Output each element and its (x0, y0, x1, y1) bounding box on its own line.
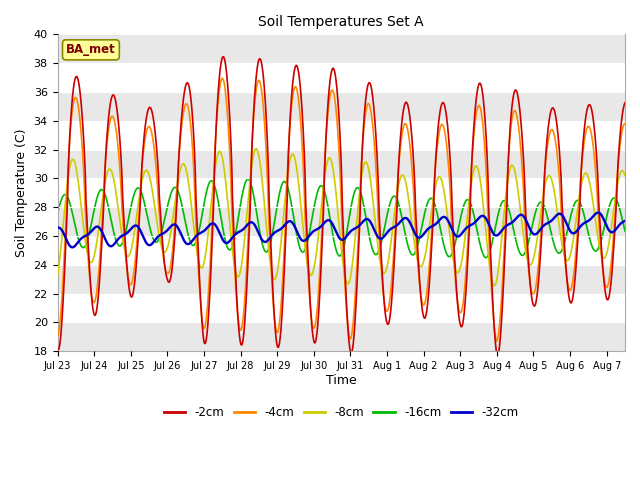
Bar (58, 150, 625, 179)
Y-axis label: Soil Temperature (C): Soil Temperature (C) (15, 129, 28, 257)
Bar (58, 92, 625, 121)
Legend: -2cm, -4cm, -8cm, -16cm, -32cm: -2cm, -4cm, -8cm, -16cm, -32cm (159, 402, 524, 424)
Text: BA_met: BA_met (66, 43, 116, 56)
X-axis label: Time: Time (326, 374, 356, 387)
Bar (58, 35, 625, 63)
Bar (58, 265, 625, 294)
Title: Soil Temperatures Set A: Soil Temperatures Set A (259, 15, 424, 29)
Bar (58, 323, 625, 351)
Bar (58, 207, 625, 236)
